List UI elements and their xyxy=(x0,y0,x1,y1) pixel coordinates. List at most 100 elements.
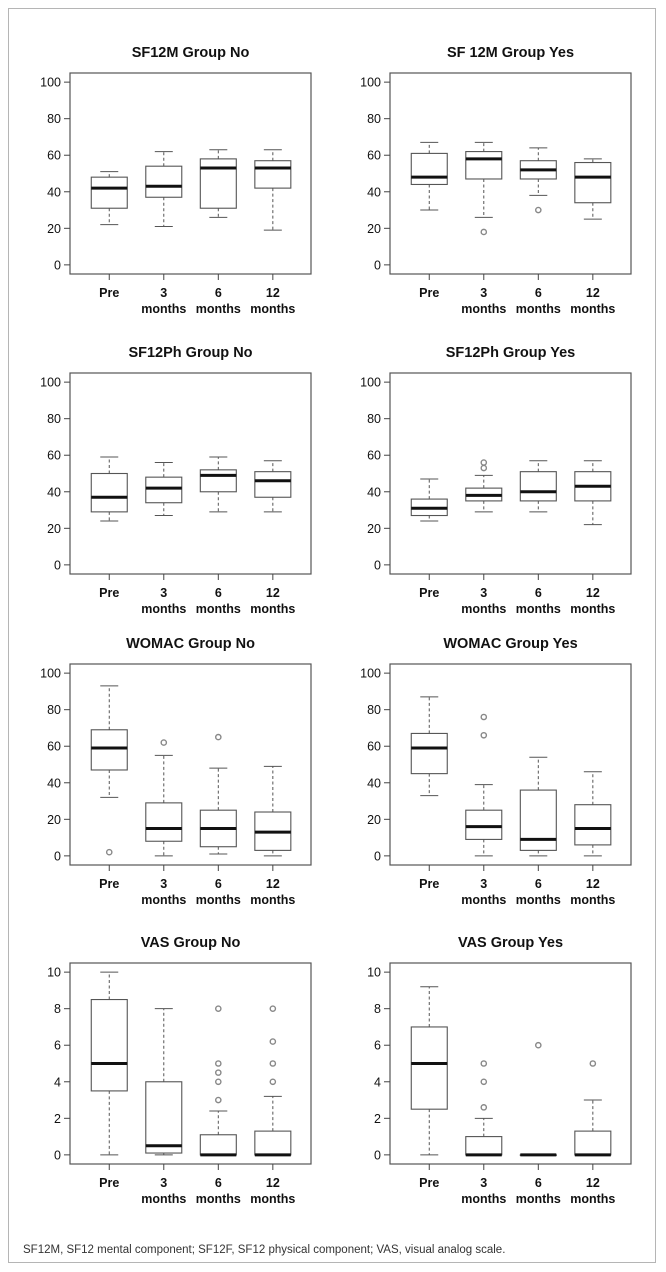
box-1 xyxy=(90,456,128,522)
y-tick-label: 0 xyxy=(374,849,381,863)
y-tick-label: 100 xyxy=(360,76,381,90)
box-2 xyxy=(145,1008,183,1156)
y-tick-label: 100 xyxy=(360,667,381,681)
outlier-point xyxy=(105,848,113,856)
box-2 xyxy=(145,739,183,857)
box-2 xyxy=(465,459,503,513)
y-tick-label: 80 xyxy=(367,703,381,717)
iqr-box xyxy=(90,729,128,771)
y-tick-label: 6 xyxy=(54,1039,61,1053)
box-2 xyxy=(145,462,183,517)
y-tick-label: 100 xyxy=(40,76,61,90)
panel-5: WOMAC Group No 0 20 40 60 80 100 Pre 3 months 6 mon… xyxy=(40,636,312,907)
outlier-point xyxy=(215,1078,222,1086)
y-tick-label: 80 xyxy=(47,112,61,126)
panel-6: WOMAC Group Yes 0 20 40 60 80 100 Pre 3 months 6 mo… xyxy=(360,636,632,907)
y-tick-label: 20 xyxy=(47,222,61,236)
box-1 xyxy=(410,141,448,211)
box-2 xyxy=(465,141,503,236)
y-tick-label: 80 xyxy=(47,412,61,426)
x-tick-label: Pre xyxy=(99,286,119,300)
box-3 xyxy=(199,456,237,513)
y-tick-label: 4 xyxy=(54,1075,61,1089)
panel-7: VAS Group No 0 2 4 6 8 10 Pre 3 months 6 months 12 mo… xyxy=(47,935,312,1206)
outlier-point xyxy=(215,733,222,741)
x-tick-label: 12 months xyxy=(250,877,295,907)
box-4 xyxy=(574,771,612,857)
x-tick-label: 3 months xyxy=(461,286,506,316)
iqr-box xyxy=(90,176,128,209)
panel-3: SF12Ph Group No 0 20 40 60 80 100 Pre 3 months 6 mo… xyxy=(40,345,312,616)
panel-1: SF12M Group No 0 20 40 60 80 100 Pre 3 months 6 mon… xyxy=(40,45,312,316)
x-tick-label: 6 months xyxy=(516,1176,561,1206)
x-tick-label: 3 months xyxy=(141,286,186,316)
y-tick-label: 100 xyxy=(40,667,61,681)
y-tick-label: 0 xyxy=(374,258,381,272)
y-tick-label: 80 xyxy=(367,112,381,126)
y-tick-label: 80 xyxy=(367,412,381,426)
iqr-box xyxy=(410,732,448,775)
outlier-point xyxy=(480,1104,488,1111)
y-tick-label: 6 xyxy=(374,1039,381,1053)
plot-frame xyxy=(389,72,632,275)
y-tick-label: 8 xyxy=(54,1002,61,1016)
iqr-box xyxy=(254,1130,292,1156)
box-1 xyxy=(410,696,448,797)
x-tick-label: Pre xyxy=(419,1176,439,1190)
box-4 xyxy=(574,1060,612,1157)
box-3 xyxy=(199,1005,237,1157)
outlier-point xyxy=(215,1060,222,1067)
y-tick-label: 8 xyxy=(374,1002,381,1016)
y-tick-label: 60 xyxy=(367,740,381,754)
x-tick-label: 12 months xyxy=(250,286,295,316)
x-tick-label: 6 months xyxy=(196,586,241,616)
y-tick-label: 20 xyxy=(47,813,61,827)
y-tick-label: 60 xyxy=(367,449,381,463)
box-1 xyxy=(410,986,448,1156)
x-tick-label: 12 months xyxy=(250,1176,295,1206)
x-tick-label: 6 months xyxy=(516,286,561,316)
box-1 xyxy=(410,478,448,522)
x-tick-label: Pre xyxy=(99,1176,119,1190)
plot-frame xyxy=(389,372,632,575)
y-tick-label: 60 xyxy=(47,149,61,163)
iqr-box xyxy=(574,161,612,204)
outlier-point xyxy=(269,1005,277,1012)
outlier-point xyxy=(160,739,168,746)
figure-caption: SF12M, SF12 mental component; SF12F, SF1… xyxy=(23,1244,506,1256)
box-4 xyxy=(574,460,612,526)
chart-title: SF12Ph Group No xyxy=(128,345,252,361)
chart-title: SF 12M Group Yes xyxy=(447,45,574,61)
outlier-point xyxy=(480,731,488,739)
box-3 xyxy=(519,1041,557,1157)
box-4 xyxy=(254,765,292,857)
y-tick-label: 60 xyxy=(47,449,61,463)
x-tick-label: 6 months xyxy=(196,1176,241,1206)
outlier-point xyxy=(480,1060,488,1067)
x-tick-label: Pre xyxy=(419,286,439,300)
outlier-point xyxy=(215,1005,222,1012)
x-tick-label: Pre xyxy=(99,877,119,891)
x-tick-label: 3 months xyxy=(461,877,506,907)
box-4 xyxy=(574,158,612,220)
plot-frame xyxy=(69,372,312,575)
iqr-box xyxy=(199,1134,237,1156)
box-4 xyxy=(254,460,292,513)
outlier-point xyxy=(535,206,542,214)
plot-frame xyxy=(389,663,632,866)
y-tick-label: 40 xyxy=(47,185,61,199)
y-tick-label: 0 xyxy=(54,849,61,863)
box-1 xyxy=(90,171,128,226)
plot-frame xyxy=(389,962,632,1165)
x-tick-label: 12 months xyxy=(570,286,615,316)
box-4 xyxy=(254,1005,292,1157)
box-1 xyxy=(90,685,128,856)
x-tick-label: 3 months xyxy=(461,1176,506,1206)
x-tick-label: 3 months xyxy=(461,586,506,616)
iqr-box xyxy=(410,1026,448,1110)
y-tick-label: 20 xyxy=(367,813,381,827)
y-tick-label: 10 xyxy=(47,966,61,980)
box-3 xyxy=(199,149,237,218)
outlier-point xyxy=(269,1078,277,1086)
